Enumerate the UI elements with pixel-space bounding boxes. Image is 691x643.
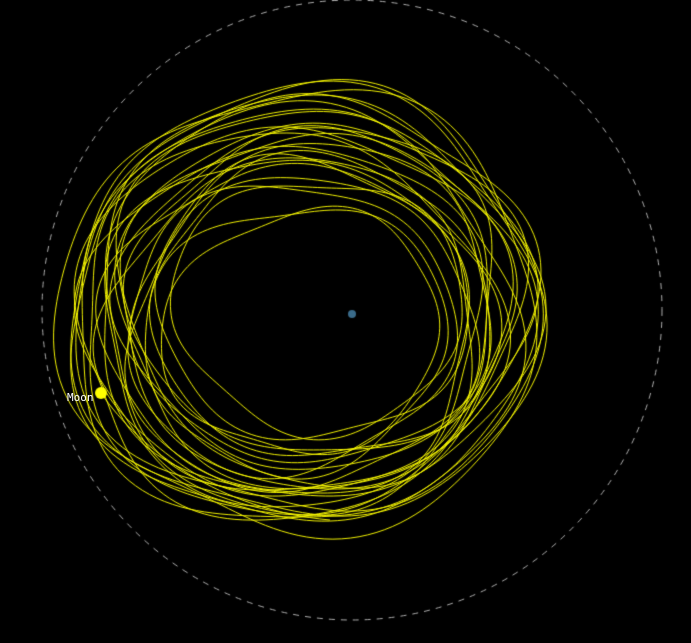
orbit-diagram <box>0 0 691 643</box>
